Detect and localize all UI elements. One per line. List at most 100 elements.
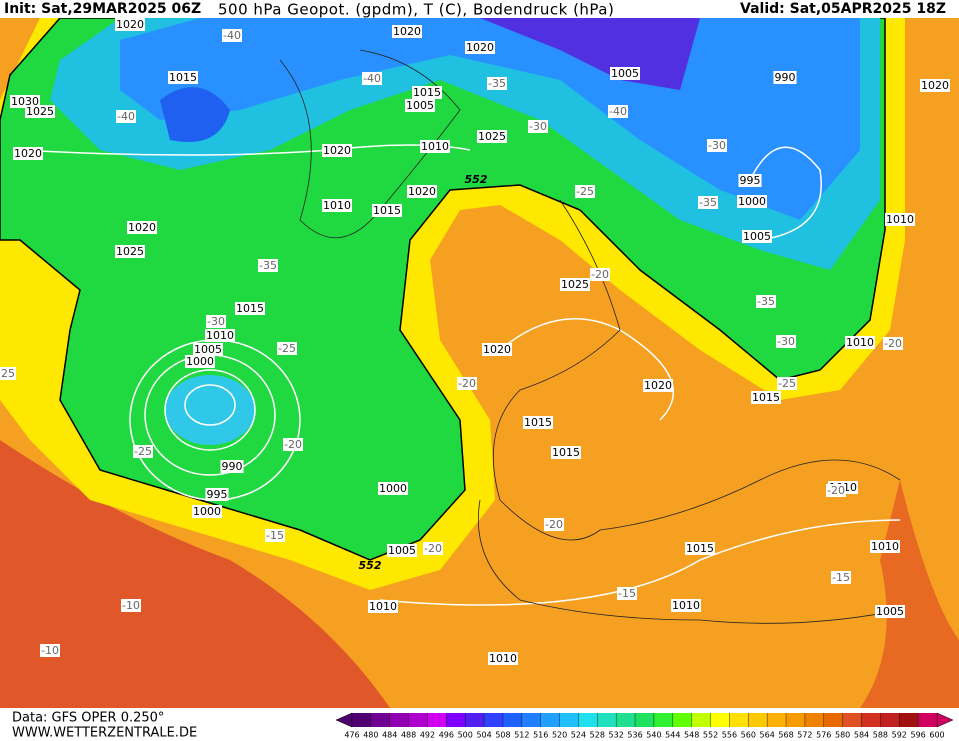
colorbar-tick-label: 492 xyxy=(420,731,435,740)
colorbar-swatch xyxy=(465,713,485,727)
isobar-label: 1010 xyxy=(672,599,700,612)
colorbar-swatch xyxy=(389,713,409,727)
temperature-label: -20 xyxy=(884,337,902,350)
temperature-label: -35 xyxy=(259,259,277,272)
colorbar-tick-label: 504 xyxy=(476,731,491,740)
colorbar-tick-label: 564 xyxy=(760,731,775,740)
isobar-label-box xyxy=(220,460,244,473)
temperature-label: -20 xyxy=(284,438,302,451)
red-field xyxy=(0,440,390,708)
isobar-label: 1015 xyxy=(169,71,197,84)
isobar-label-box xyxy=(412,86,442,99)
colorbar-tick-label: 516 xyxy=(533,731,548,740)
colorbar-tick-label: 556 xyxy=(722,731,737,740)
colorbar-tick-label: 580 xyxy=(835,731,850,740)
isobar-label: 995 xyxy=(740,174,761,187)
isobar-label: 1015 xyxy=(752,391,780,404)
colorbar-tick-label: 544 xyxy=(665,731,680,740)
isobar-label-box xyxy=(875,605,905,618)
colorbar-tick-label: 496 xyxy=(439,731,454,740)
colorbar-swatch xyxy=(804,713,824,727)
temperature-label: -30 xyxy=(708,139,726,152)
temperature-label-box xyxy=(777,377,797,390)
isobar-label: 1010 xyxy=(323,199,351,212)
isobar-label-box xyxy=(387,544,417,557)
isobar-label-box xyxy=(870,540,900,553)
isobar-label-box xyxy=(920,79,950,92)
isobar-label: 1020 xyxy=(644,379,672,392)
isobar-label-box xyxy=(773,71,797,84)
temperature-label: -40 xyxy=(223,29,241,42)
colorbar-swatch xyxy=(653,713,673,727)
colorbar-swatch xyxy=(918,713,937,727)
isobar-label-box xyxy=(405,99,435,112)
colorbar-swatch xyxy=(370,713,390,727)
colorbar-tick-label: 560 xyxy=(741,731,756,740)
colorbar-tick-label: 576 xyxy=(816,731,831,740)
temperature-label-box xyxy=(487,77,507,90)
isobar-label-box xyxy=(845,336,875,349)
isobar-label: 1025 xyxy=(26,105,54,118)
contour-label: 552 xyxy=(359,559,382,572)
temperature-label-box xyxy=(258,259,278,272)
isobar-label: 1010 xyxy=(421,140,449,153)
temperature-label: -20 xyxy=(424,542,442,555)
isobar-label: 1005 xyxy=(388,544,416,557)
isobar-label-box xyxy=(205,329,235,342)
isobar-label: 1005 xyxy=(406,99,434,112)
temperature-label-box xyxy=(362,72,382,85)
isobar-label-box xyxy=(185,355,215,368)
colorbar-tick-label: 488 xyxy=(401,731,416,740)
isobar-label-box xyxy=(13,147,43,160)
isobar-label: 1010 xyxy=(369,600,397,613)
temperature-label-box xyxy=(423,542,443,555)
colorbar-swatch xyxy=(521,713,541,727)
temperature-label-box xyxy=(116,110,136,123)
isobar-label-box xyxy=(738,174,762,187)
temperature-label-box xyxy=(265,529,285,542)
isobar-label-box xyxy=(168,71,198,84)
temperature-label: -40 xyxy=(609,105,627,118)
isobar-label-box xyxy=(885,213,915,226)
colorbar-tick-label: 484 xyxy=(382,731,397,740)
temperature-label-box xyxy=(283,438,303,451)
temperature-label: -25 xyxy=(134,445,152,458)
map-title: 500 hPa Geopot. (gpdm), T (C), Bodendruc… xyxy=(218,1,614,19)
isobar-label-box xyxy=(488,652,518,665)
isobar-label-box xyxy=(523,416,553,429)
colorbar-swatch xyxy=(559,713,579,727)
colorbar-tick-label: 500 xyxy=(458,731,473,740)
isobar-label-box xyxy=(643,379,673,392)
isobar-label: 990 xyxy=(222,460,243,473)
isobar-label: 1020 xyxy=(466,41,494,54)
colorbar-tick-label: 552 xyxy=(703,731,718,740)
colorbar-tick-label: 600 xyxy=(929,731,944,740)
colorbar-tick-label: 588 xyxy=(873,731,888,740)
temperature-label-box xyxy=(206,315,226,328)
isobar-label: 1025 xyxy=(478,130,506,143)
temperature-label-box xyxy=(528,120,548,133)
isobar-label-box xyxy=(685,542,715,555)
temperature-label: -10 xyxy=(41,644,59,657)
header-bar xyxy=(0,0,959,18)
temperature-label: -30 xyxy=(777,335,795,348)
temperature-label-box xyxy=(590,268,610,281)
data-source: Data: GFS OPER 0.250° xyxy=(12,711,164,726)
purple-field xyxy=(480,18,700,90)
temperature-label-box xyxy=(457,377,477,390)
temperature-label-box xyxy=(544,518,564,531)
isobar-label-box xyxy=(378,482,408,495)
temperature-label-box xyxy=(0,367,16,380)
colorbar-tick-label: 592 xyxy=(892,731,907,740)
colorbar-swatch xyxy=(352,713,371,727)
temperature-label-box xyxy=(222,29,242,42)
colorbar-swatch xyxy=(691,713,711,727)
temperature-label-box xyxy=(698,196,718,209)
isobar-label: 1030 xyxy=(11,95,39,108)
isobar-label: 1000 xyxy=(186,355,214,368)
colorbar-swatch xyxy=(635,713,654,727)
colorbar-swatch xyxy=(502,713,522,727)
colorbar-tick-label: 520 xyxy=(552,731,567,740)
isobar-label: 1010 xyxy=(886,213,914,226)
